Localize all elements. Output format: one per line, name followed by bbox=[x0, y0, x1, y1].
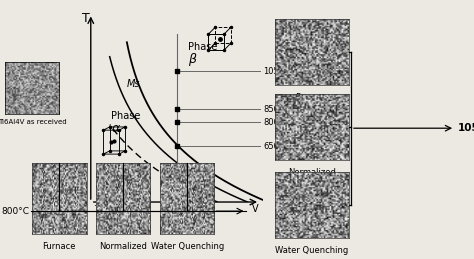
Text: β: β bbox=[188, 53, 196, 66]
Text: 1050°C: 1050°C bbox=[263, 67, 294, 76]
Text: 850°C: 850°C bbox=[263, 105, 289, 114]
Text: 1050°C: 1050°C bbox=[457, 123, 474, 133]
Text: 800°C: 800°C bbox=[1, 207, 29, 215]
Text: V: V bbox=[252, 204, 258, 214]
Text: 650°C: 650°C bbox=[263, 142, 289, 151]
Text: Normalized: Normalized bbox=[288, 168, 336, 177]
Text: 4%: 4% bbox=[170, 205, 184, 214]
Text: Water Quenching: Water Quenching bbox=[275, 246, 348, 255]
Text: Ti–6Al: Ti–6Al bbox=[94, 205, 121, 214]
Text: Ti6Al4V as received: Ti6Al4V as received bbox=[0, 119, 66, 125]
Text: α: α bbox=[111, 122, 119, 135]
Text: T: T bbox=[82, 12, 90, 25]
Text: Furnace: Furnace bbox=[295, 93, 328, 102]
Text: Water Quenching: Water Quenching bbox=[151, 242, 224, 251]
Text: Normalized: Normalized bbox=[99, 242, 147, 251]
Text: Phase: Phase bbox=[188, 42, 217, 52]
Text: Ms: Ms bbox=[127, 79, 140, 89]
Text: Furnace: Furnace bbox=[43, 242, 76, 251]
Text: 800°C: 800°C bbox=[263, 118, 289, 127]
Text: Phase: Phase bbox=[111, 111, 140, 121]
